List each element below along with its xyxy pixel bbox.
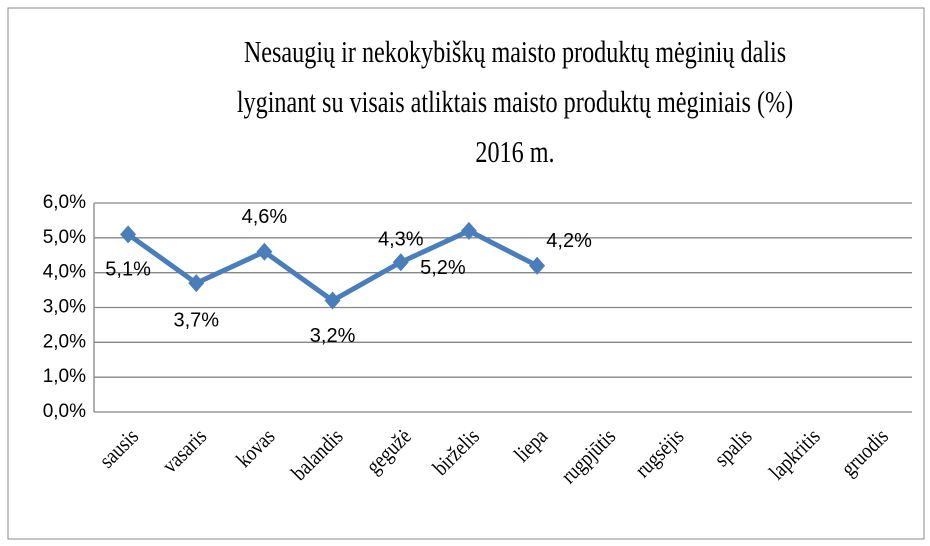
data-point (188, 274, 205, 293)
y-tick-label: 1,0% (43, 366, 86, 387)
data-label: 5,1% (105, 259, 151, 281)
chart-title: 2016 m. (475, 135, 554, 170)
y-tick-label: 0,0% (43, 401, 86, 422)
title-line-group: lyginant su visais atliktais maisto prod… (237, 85, 793, 120)
data-label: 4,3% (378, 228, 424, 250)
data-point (256, 242, 273, 261)
data-label: 4,2% (546, 230, 592, 252)
chart-title: Nesaugių ir nekokybiškų maisto produktų … (244, 35, 786, 70)
y-tick-label: 5,0% (43, 227, 86, 248)
y-tick-label: 4,0% (43, 262, 86, 283)
chart-title: lyginant su visais atliktais maisto prod… (237, 85, 793, 120)
chart-title-group: Nesaugių ir nekokybiškų maisto produktų … (237, 35, 793, 170)
y-tick-label: 3,0% (43, 297, 86, 318)
data-label: 3,2% (310, 325, 356, 347)
title-line-group: 2016 m. (475, 135, 554, 170)
title-line-group: Nesaugių ir nekokybiškų maisto produktų … (244, 35, 786, 70)
chart-border (7, 7, 925, 540)
data-point (529, 256, 546, 275)
data-label: 3,7% (173, 309, 219, 331)
y-tick-label: 2,0% (43, 331, 86, 352)
data-point (120, 225, 137, 244)
data-label: 5,2% (420, 257, 466, 279)
data-point (392, 253, 409, 272)
y-tick-label: 6,0% (43, 192, 86, 213)
data-point (324, 291, 341, 310)
data-point (460, 221, 477, 240)
data-label: 4,6% (242, 206, 288, 228)
